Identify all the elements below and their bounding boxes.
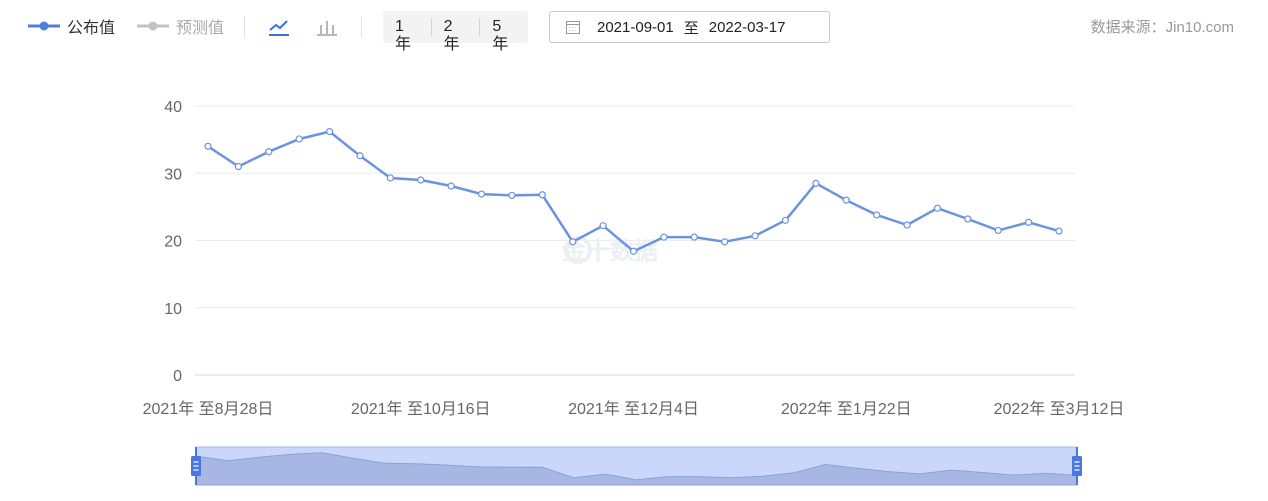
data-point[interactable] [1055,227,1063,235]
y-tick-label: 20 [164,234,182,251]
data-point[interactable] [447,182,455,190]
zoom-slider[interactable] [191,446,1082,486]
series-published [204,127,1063,255]
data-point[interactable] [599,222,607,230]
x-tick-label: 2021年 至8月28日 [143,400,274,418]
zoom-preview-area [195,452,1078,486]
data-point[interactable] [751,232,759,240]
y-tick-label: 0 [173,368,182,385]
data-point[interactable] [1025,218,1033,226]
data-point[interactable] [356,152,364,160]
toolbar-divider [244,16,245,38]
legend-forecast-label: 预测值 [176,20,225,37]
toolbar-divider [361,16,362,38]
line-chart-button[interactable] [266,14,292,40]
bar-chart-button[interactable] [314,14,340,40]
x-tick-label: 2021年 至10月16日 [351,400,491,418]
data-point[interactable] [994,226,1002,235]
date-range-picker[interactable]: 2021-09-01 至 2022-03-17 [549,11,830,43]
chart-toolbar: 公布值 预测值 1年 2年 5年 [0,0,1268,54]
x-tick-label: 2021年 至12月4日 [568,400,699,418]
data-point[interactable] [812,179,820,187]
data-point[interactable] [842,196,850,204]
data-point[interactable] [781,216,790,224]
data-point[interactable] [325,127,334,136]
x-tick-label: 2022年 至1月22日 [781,400,912,418]
line-chart-icon [269,20,289,36]
data-point[interactable] [933,204,942,212]
data-point[interactable] [569,238,577,246]
data-source-label: 数据来源：Jin10.com [1090,19,1234,36]
data-point[interactable] [234,162,242,171]
data-point[interactable] [538,191,546,199]
range-5y-button[interactable]: 5年 [479,18,528,53]
y-tick-label: 40 [164,99,182,116]
data-point[interactable] [204,142,212,150]
legend-published[interactable]: 公布值 [27,15,115,37]
data-point[interactable] [477,190,486,198]
x-tick-label: 2022年 至3月12日 [994,400,1125,418]
data-point[interactable] [295,135,303,143]
data-point[interactable] [417,176,425,184]
y-axis: 0 10 20 30 40 [164,99,182,385]
legend-forecast[interactable]: 预测值 [136,15,224,37]
date-start[interactable]: 2021-09-01 [597,18,674,36]
y-tick-label: 30 [164,166,182,183]
legend-forecast-marker-icon [137,21,169,31]
bar-chart-icon [317,21,337,36]
data-point[interactable] [690,233,698,241]
legend-published-marker-icon [28,21,60,31]
data-point[interactable] [903,221,911,229]
series-line [207,130,1060,253]
zoom-left-handle[interactable] [191,456,201,476]
zoom-right-handle[interactable] [1072,456,1082,476]
data-point[interactable] [629,247,638,255]
date-separator: 至 [683,19,699,37]
data-point[interactable] [721,238,729,246]
data-point[interactable] [508,191,516,200]
data-point[interactable] [660,233,668,241]
range-selector: 1年 2年 5年 [383,11,528,53]
data-point[interactable] [873,211,881,219]
calendar-icon [565,19,581,35]
grid-lines [195,105,1075,376]
x-axis: 2021年 至8月28日 2021年 至10月16日 2021年 至12月4日 202… [143,400,1125,418]
range-1y-button[interactable]: 1年 [395,18,412,53]
y-tick-label: 10 [164,301,182,318]
data-point[interactable] [964,215,972,223]
range-2y-button[interactable]: 2年 [430,18,480,53]
data-point[interactable] [265,148,273,156]
legend-published-label: 公布值 [67,20,116,37]
date-end[interactable]: 2022-03-17 [708,18,786,36]
data-point[interactable] [386,174,394,182]
